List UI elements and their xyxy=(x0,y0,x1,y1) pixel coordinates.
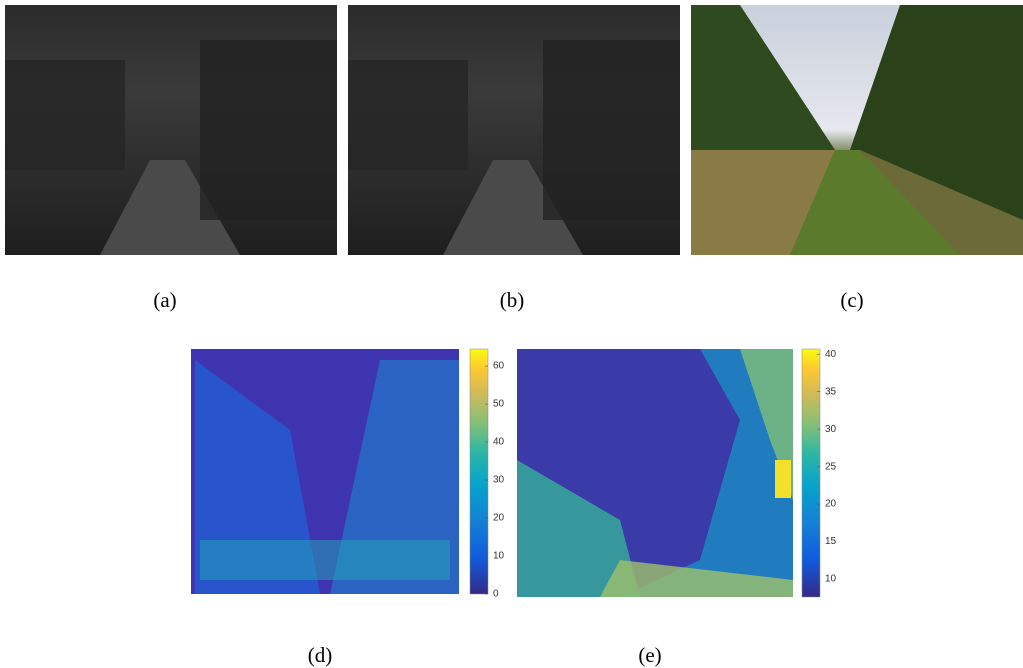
tick-label: 10 xyxy=(825,574,837,585)
tick-label: 50 xyxy=(493,399,505,410)
figure: (a) (b) (c) (d) (e) 0 10 20 30 40 50 60 10 15 20 2… xyxy=(0,0,1023,668)
image-e xyxy=(517,349,793,597)
image-c xyxy=(691,5,1023,255)
image-a xyxy=(5,5,337,255)
tick-label: 30 xyxy=(825,424,837,435)
tick-label: 20 xyxy=(825,499,837,510)
colorbar xyxy=(470,349,488,594)
tick-label: 10 xyxy=(493,551,505,562)
caption: (b) xyxy=(500,288,525,312)
colorbar xyxy=(802,349,820,597)
caption: (a) xyxy=(153,288,176,312)
tick-label: 20 xyxy=(493,513,505,524)
image-b xyxy=(348,5,680,255)
caption: (d) xyxy=(308,643,333,667)
caption: (e) xyxy=(638,643,661,667)
tick-label: 30 xyxy=(493,475,505,486)
tick-label: 15 xyxy=(825,536,837,547)
tick-label: 60 xyxy=(493,361,505,372)
tick-label: 40 xyxy=(493,437,505,448)
tick-label: 0 xyxy=(493,589,499,600)
caption: (c) xyxy=(840,288,863,312)
image-d xyxy=(191,349,459,594)
tick-label: 25 xyxy=(825,461,837,472)
tick-label: 40 xyxy=(825,349,837,360)
tick-label: 35 xyxy=(825,386,837,397)
